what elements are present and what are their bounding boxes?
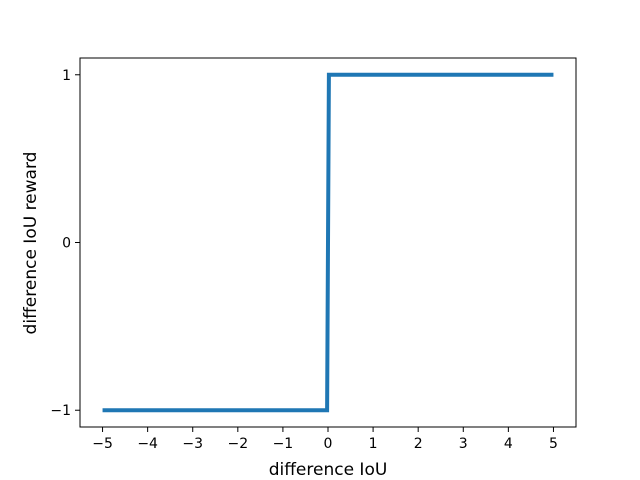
- x-tick-label: 4: [504, 436, 513, 452]
- x-tick-label: 0: [324, 436, 333, 452]
- x-axis-ticks: −5 −4 −3 −2 −1 0 1 2 3 4 5: [92, 427, 558, 452]
- x-tick-label: −5: [92, 436, 113, 452]
- x-tick-label: −4: [137, 436, 158, 452]
- x-tick-label: 3: [459, 436, 468, 452]
- x-tick-label: −1: [273, 436, 294, 452]
- y-tick-label: 1: [62, 68, 71, 84]
- y-axis-label: difference IoU reward: [21, 152, 41, 335]
- x-tick-label: 1: [369, 436, 378, 452]
- x-axis-label: difference IoU: [269, 460, 388, 480]
- x-tick-label: −2: [227, 436, 248, 452]
- y-axis-ticks: −1 0 1: [50, 68, 80, 419]
- series-line-0: [102, 72, 554, 413]
- x-tick-label: −3: [182, 436, 203, 452]
- y-tick-label: −1: [50, 403, 71, 419]
- x-tick-label: 5: [549, 436, 558, 452]
- x-tick-label: 2: [414, 436, 423, 452]
- y-tick-label: 0: [62, 236, 71, 252]
